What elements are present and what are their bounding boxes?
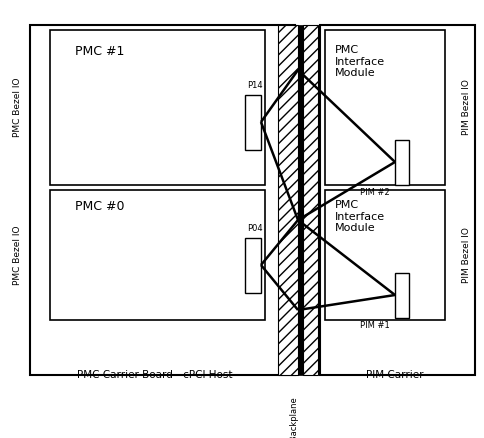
Text: cPCI Backplane: cPCI Backplane	[289, 398, 298, 438]
Text: P04: P04	[246, 224, 262, 233]
Bar	[394, 140, 408, 185]
Text: PMC #0: PMC #0	[75, 200, 124, 213]
Bar	[324, 30, 444, 185]
Text: PIM #2: PIM #2	[359, 188, 389, 197]
Bar	[394, 273, 408, 318]
Text: PIM #1: PIM #1	[359, 321, 389, 330]
Bar	[50, 190, 264, 320]
Text: PMC Carrier Board - cPCI Host: PMC Carrier Board - cPCI Host	[77, 370, 232, 380]
Text: PMC
Interface
Module: PMC Interface Module	[334, 45, 384, 78]
Bar	[297, 25, 302, 375]
Text: PIM Bezel IO: PIM Bezel IO	[462, 227, 470, 283]
Bar	[277, 25, 297, 375]
Bar	[319, 25, 474, 375]
Text: PMC
Interface
Module: PMC Interface Module	[334, 200, 384, 233]
Bar	[50, 30, 264, 185]
Text: PMC Bezel IO: PMC Bezel IO	[14, 77, 22, 137]
Bar	[324, 190, 444, 320]
Bar	[244, 238, 260, 293]
Bar	[244, 95, 260, 150]
Text: P14: P14	[246, 81, 262, 90]
Text: PIM Carrier: PIM Carrier	[365, 370, 423, 380]
Text: PMC #1: PMC #1	[75, 45, 124, 58]
Bar	[302, 25, 318, 375]
Text: PIM Bezel IO: PIM Bezel IO	[462, 79, 470, 135]
Bar	[30, 25, 294, 375]
Text: PMC Bezel IO: PMC Bezel IO	[14, 225, 22, 285]
